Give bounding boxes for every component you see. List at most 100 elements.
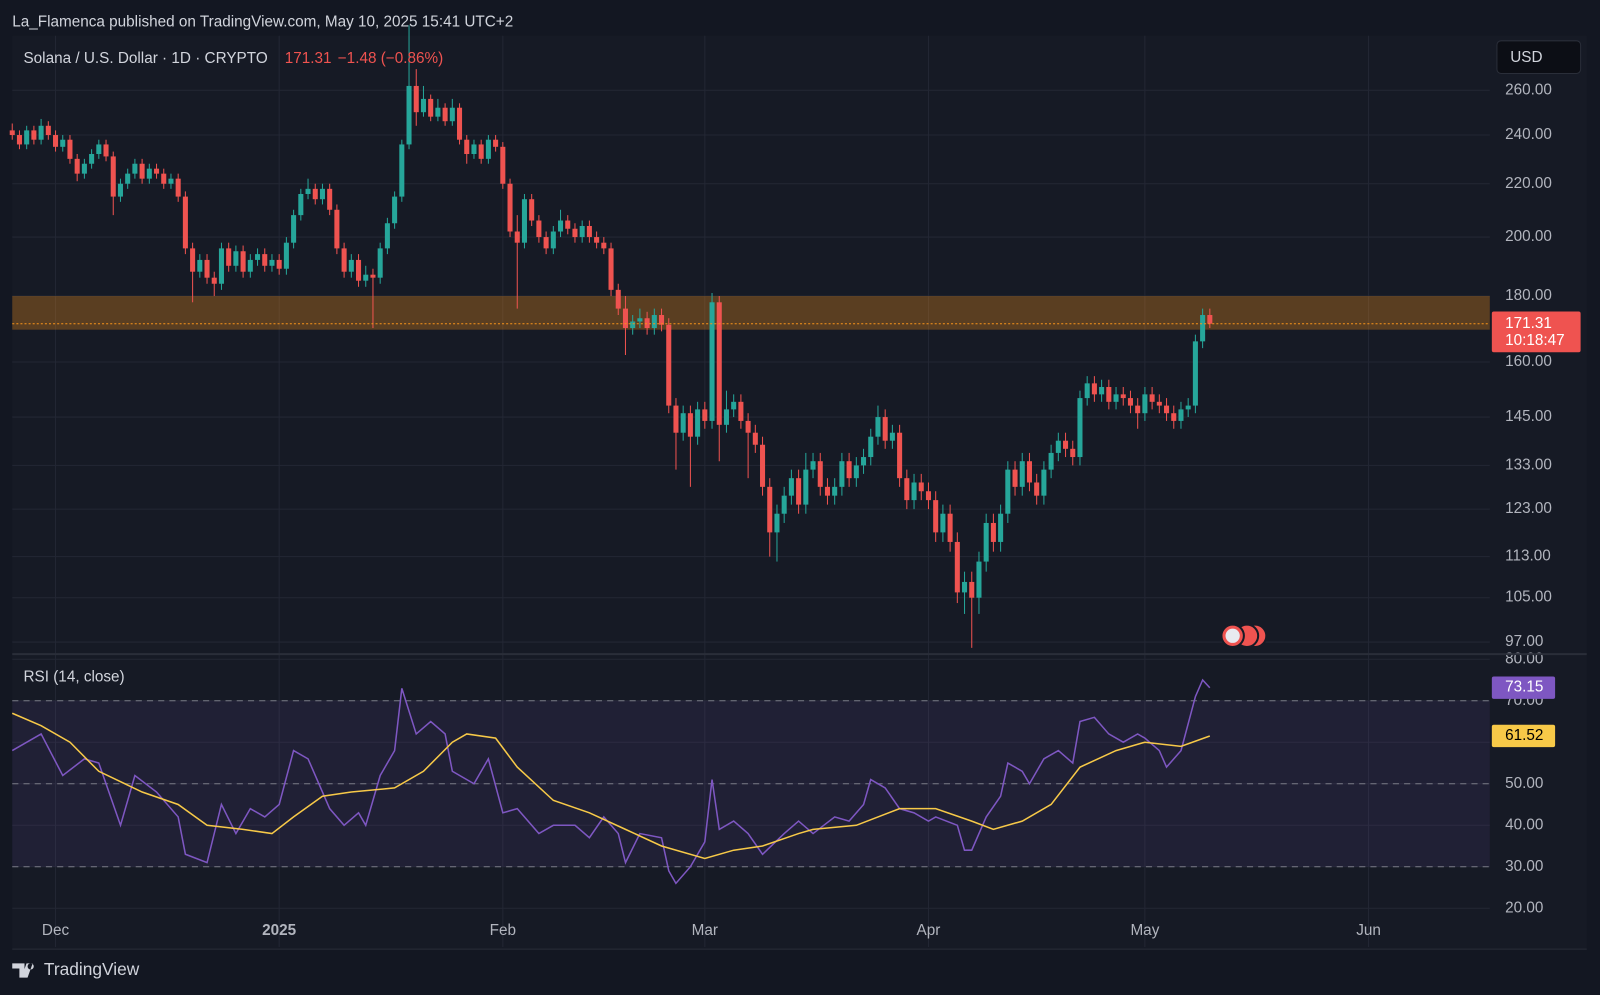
candle-body xyxy=(1171,413,1177,421)
candle-body xyxy=(558,220,564,232)
candle-body xyxy=(832,486,838,496)
candle-body xyxy=(954,541,960,593)
candle-body xyxy=(435,107,441,117)
rsi-tag xyxy=(1491,676,1556,699)
candle-body xyxy=(918,482,924,492)
candle-body xyxy=(673,405,679,433)
candle-body xyxy=(226,248,232,266)
candle-body xyxy=(940,513,946,533)
candle-body xyxy=(998,513,1004,542)
zone-layer xyxy=(12,296,1490,330)
candle-body xyxy=(680,413,686,433)
candle-body xyxy=(233,251,239,266)
candle-body xyxy=(312,188,318,200)
candle-body xyxy=(442,107,448,122)
candle-body xyxy=(154,168,160,174)
candle-body xyxy=(161,173,167,184)
candle-body xyxy=(622,308,628,329)
candle-body xyxy=(514,231,520,243)
candle-body xyxy=(925,491,931,501)
candle-body xyxy=(796,478,802,505)
candle-body xyxy=(406,85,412,145)
y-tick-label: 133.00 xyxy=(1505,456,1552,473)
candle-body xyxy=(218,248,224,284)
event-flags[interactable] xyxy=(1220,623,1268,649)
candle-body xyxy=(283,242,289,269)
candle-body xyxy=(543,237,549,249)
candle-body xyxy=(1099,386,1105,395)
candle-body xyxy=(334,209,340,249)
currency[interactable]: USD xyxy=(1510,49,1542,66)
candle-body xyxy=(904,478,910,501)
candle-body xyxy=(377,248,383,278)
candle-body xyxy=(16,135,22,145)
candle-body xyxy=(1063,440,1069,449)
candle-body xyxy=(464,139,470,155)
candle-body xyxy=(1048,452,1054,470)
candle-body xyxy=(1070,448,1076,458)
candle-body xyxy=(1012,469,1018,487)
candle-body xyxy=(370,274,376,278)
y-tick-label: 220.00 xyxy=(1505,175,1552,192)
candle-body xyxy=(608,248,614,290)
candle-body xyxy=(933,500,939,533)
y-tick-label: 180.00 xyxy=(1505,287,1552,304)
candle-body xyxy=(983,522,989,562)
rsi-tag-label: 73.15 xyxy=(1505,679,1543,696)
y-tick-label: 240.00 xyxy=(1505,126,1552,143)
candle-body xyxy=(817,461,823,487)
candle-body xyxy=(146,168,152,179)
candle-body xyxy=(31,130,37,140)
candle-body xyxy=(478,144,484,159)
candle-body xyxy=(493,139,499,147)
candle-body xyxy=(521,199,527,243)
candle-body xyxy=(1178,409,1184,421)
brand-logo xyxy=(12,963,34,978)
brand-name: TradingView xyxy=(44,959,140,979)
candle-body xyxy=(1055,440,1061,453)
candle-body xyxy=(74,158,80,174)
candle-body xyxy=(1106,386,1112,402)
price-tag xyxy=(1491,311,1581,353)
candle-body xyxy=(392,196,398,224)
candle-body xyxy=(529,199,535,221)
candle-body xyxy=(1120,394,1126,399)
candle-body xyxy=(810,461,816,470)
candle-body xyxy=(1127,398,1133,406)
candle-body xyxy=(630,321,636,329)
candle-body xyxy=(586,225,592,238)
candle-body xyxy=(269,259,275,266)
candle-body xyxy=(1019,461,1025,487)
candle-body xyxy=(550,231,556,249)
candle-body xyxy=(1142,394,1148,414)
x-tick-label: Apr xyxy=(917,922,941,939)
candle-body xyxy=(803,469,809,505)
candle-body xyxy=(731,401,737,410)
candle-body xyxy=(644,318,650,329)
candle-body xyxy=(67,139,73,159)
candle-body xyxy=(824,486,830,496)
x-tick-label: 2025 xyxy=(262,922,297,939)
candle-body xyxy=(882,417,888,441)
candle-body xyxy=(615,289,621,309)
candle-body xyxy=(745,420,751,433)
candle-body xyxy=(240,251,246,272)
rsi-title: RSI (14, close) xyxy=(23,669,124,686)
candle-body xyxy=(485,139,491,159)
candle-body xyxy=(182,196,188,249)
candle-body xyxy=(1185,405,1191,410)
candle-body xyxy=(1200,315,1206,342)
candle-body xyxy=(399,144,405,197)
currency-button[interactable] xyxy=(1496,40,1582,74)
candle-body xyxy=(839,461,845,487)
candle-body xyxy=(1113,394,1119,402)
candle-body xyxy=(262,254,268,266)
candle-body xyxy=(889,432,895,441)
candle-body xyxy=(687,413,693,437)
candle-body xyxy=(110,156,116,197)
candle-body xyxy=(24,130,30,145)
symbol-title: Solana / U.S. Dollar · 1D · CRYPTO xyxy=(23,50,267,67)
candle-body xyxy=(356,259,362,281)
candle-body xyxy=(45,125,51,136)
